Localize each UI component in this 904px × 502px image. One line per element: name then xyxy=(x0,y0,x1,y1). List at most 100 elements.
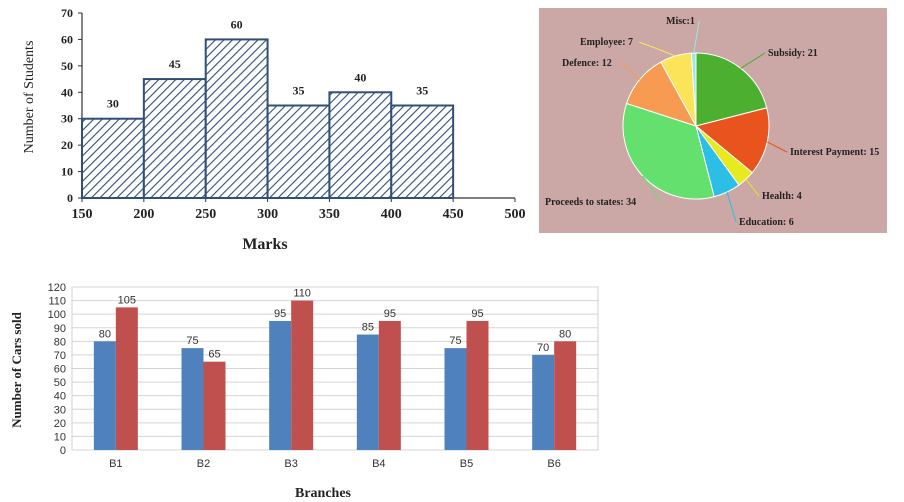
bar-chart-bar xyxy=(93,341,116,450)
bar-chart-grid xyxy=(71,286,599,451)
bar-chart-value-label: 95 xyxy=(471,308,483,320)
pie-leader-line xyxy=(639,41,676,57)
bar-chart-bar xyxy=(444,348,467,450)
histogram-x-tick-label: 150 xyxy=(72,207,93,222)
histogram-bar xyxy=(328,91,393,199)
bar-chart-x-tick-label: B4 xyxy=(372,458,385,470)
bar-chart-y-tick-label: 100 xyxy=(48,309,66,321)
bar-chart-y-tick-label: 10 xyxy=(54,431,66,443)
bar-chart-bars xyxy=(93,300,577,450)
bar-chart-y-tick-label: 110 xyxy=(48,296,66,308)
bar-chart-x-tick-label: B5 xyxy=(460,458,473,470)
pie-labels: Subsidy: 21 Interest Payment: 15 Health: 4… xyxy=(545,16,879,228)
bar-chart-bar xyxy=(269,320,292,450)
bar-chart-x-tick-label: B1 xyxy=(109,458,122,470)
bar-chart-value-label: 65 xyxy=(208,349,220,361)
bar-chart-x-tick-label: B6 xyxy=(547,458,560,470)
histogram-bar-value-label: 40 xyxy=(354,70,366,84)
pie-slice-label: Employee: 7 xyxy=(580,37,633,48)
histogram-x-tick-label: 300 xyxy=(257,207,278,222)
pie-leader-line xyxy=(642,175,662,203)
pie-slices xyxy=(622,52,770,200)
pie-leader-line xyxy=(693,20,700,54)
histogram-x-tick-label: 450 xyxy=(443,207,464,222)
bar-chart-bar xyxy=(356,334,379,450)
bar-chart-x-axis-title: Branches xyxy=(295,486,352,501)
histogram-x-axis-title: Marks xyxy=(242,236,287,253)
histogram-x-tick-label: 250 xyxy=(195,207,216,222)
histogram-chart: 0 10 20 30 40 50 60 70 150 200 250 300 350 400 450 500 3… xyxy=(22,6,526,253)
grouped-bar-chart: 0102030405060708090100110120B180105B2756… xyxy=(9,282,599,501)
pie-chart: Subsidy: 21 Interest Payment: 15 Health: 4… xyxy=(539,8,887,233)
bar-chart-bar xyxy=(378,320,401,450)
bar-chart-bar xyxy=(291,300,314,450)
pie-slice-label: Education: 6 xyxy=(739,217,794,228)
histogram-bar-value-label: 60 xyxy=(231,17,243,31)
histogram-bar-value-label: 35 xyxy=(416,84,428,98)
bar-chart-bar xyxy=(532,354,555,450)
bar-chart-y-tick-label: 40 xyxy=(54,391,66,403)
bar-chart-value-label: 80 xyxy=(99,328,111,340)
bar-chart-value-label: 95 xyxy=(274,308,286,320)
bar-chart-y-tick-label: 90 xyxy=(54,323,66,335)
histogram-bar xyxy=(204,38,269,199)
histogram-y-tick-label: 10 xyxy=(61,165,73,179)
bar-chart-value-label: 80 xyxy=(559,328,571,340)
bar-chart-x-tick-label: B3 xyxy=(284,458,297,470)
bar-chart-bar xyxy=(466,320,489,450)
pie-leader-line xyxy=(767,141,788,153)
histogram-y-axis-title: Number of Students xyxy=(22,41,37,154)
bar-chart-y-tick-label: 0 xyxy=(60,445,66,457)
histogram-y-tick-label: 50 xyxy=(61,59,73,73)
bar-chart-y-tick-label: 20 xyxy=(54,418,66,430)
histogram-y-tick-label: 0 xyxy=(67,191,73,205)
pie-leader-line xyxy=(745,178,760,197)
bar-chart-x-tick-label: B2 xyxy=(197,458,210,470)
histogram-y-tick-label: 20 xyxy=(61,138,73,152)
bar-chart-y-tick-label: 80 xyxy=(54,336,66,348)
histogram-bars xyxy=(81,38,455,199)
bar-chart-value-label: 75 xyxy=(449,335,461,347)
histogram-x-tick-label: 200 xyxy=(133,207,154,222)
histogram-bar xyxy=(142,78,207,199)
bar-chart-bar xyxy=(181,348,204,450)
bar-chart-y-tick-label: 30 xyxy=(54,404,66,416)
histogram-y-tick-label: 60 xyxy=(61,32,73,46)
pie-slice-label: Defence: 12 xyxy=(562,58,612,69)
bar-chart-value-label: 105 xyxy=(118,294,136,306)
pie-slice-label: Misc:1 xyxy=(666,16,695,27)
bar-chart-bar xyxy=(554,341,577,450)
pie-leader-line xyxy=(620,62,641,80)
histogram-bar xyxy=(81,117,145,199)
histogram-bar xyxy=(266,104,331,199)
pie-slice-label: Proceeds to states: 34 xyxy=(545,197,636,208)
bar-chart-value-label: 95 xyxy=(384,308,396,320)
histogram-y-tick-label: 30 xyxy=(61,112,73,126)
histogram-bar xyxy=(390,104,455,199)
histogram-x-tick-label: 400 xyxy=(381,207,402,222)
pie-leader-line xyxy=(726,191,737,223)
pie-slice-label: Interest Payment: 15 xyxy=(790,147,879,158)
histogram-x-tick-label: 350 xyxy=(319,207,340,222)
bar-chart-bar xyxy=(115,307,138,450)
histogram-y-tick-label: 70 xyxy=(61,6,73,20)
bar-chart-value-label: 70 xyxy=(537,342,549,354)
histogram-labels: 0 10 20 30 40 50 60 70 150 200 250 300 350 400 450 500 3… xyxy=(61,6,526,222)
histogram-bar-value-label: 30 xyxy=(107,97,119,111)
histogram-x-tick-label: 500 xyxy=(505,207,526,222)
bar-chart-labels: 0102030405060708090100110120B180105B2756… xyxy=(48,282,572,470)
bar-chart-y-tick-label: 60 xyxy=(54,364,66,376)
bar-chart-value-label: 85 xyxy=(362,322,374,334)
bar-chart-value-label: 75 xyxy=(186,335,198,347)
bar-chart-value-label: 110 xyxy=(293,288,311,300)
bar-chart-y-tick-label: 50 xyxy=(54,377,66,389)
pie-slice-label: Health: 4 xyxy=(762,191,802,202)
bar-chart-y-tick-label: 120 xyxy=(48,282,66,294)
pie-leader-line xyxy=(740,52,766,69)
bar-chart-y-axis-title: Number of Cars sold xyxy=(9,311,24,427)
pie-slice-label: Subsidy: 21 xyxy=(768,48,818,59)
pie-slice xyxy=(690,52,697,127)
histogram-bar-value-label: 45 xyxy=(169,57,181,71)
histogram-bar-value-label: 35 xyxy=(293,84,305,98)
bar-chart-y-tick-label: 70 xyxy=(54,350,66,362)
